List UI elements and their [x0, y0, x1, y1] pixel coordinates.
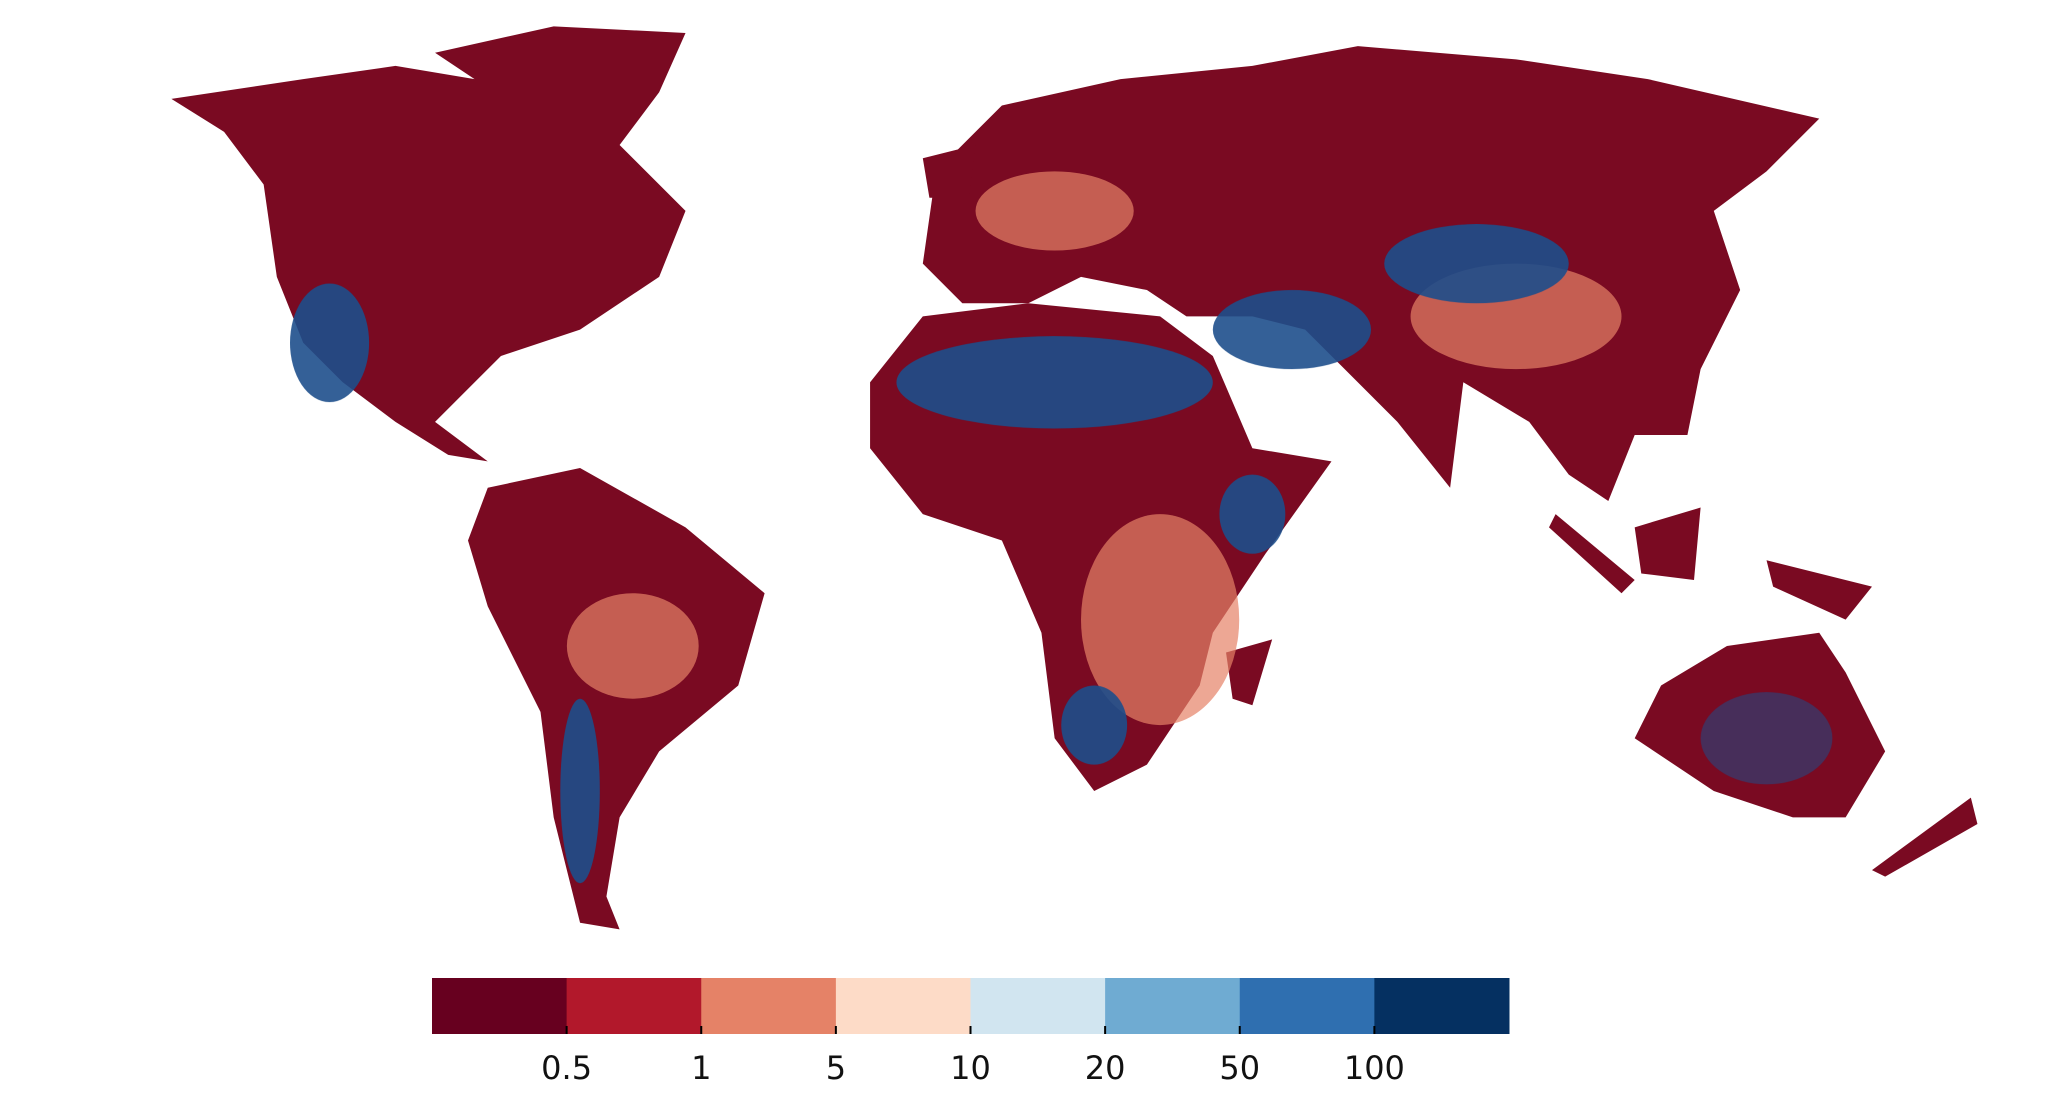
colorbar-bin — [1105, 978, 1241, 1034]
patch — [566, 593, 699, 699]
north-america — [171, 26, 686, 462]
patch — [1384, 224, 1569, 304]
eurasia — [922, 46, 1820, 501]
colorbar-tick-label: 100 — [1344, 1049, 1405, 1087]
colorbar-tick-label: 0.5 — [541, 1049, 592, 1087]
colorbar-tick-label: 1 — [691, 1049, 711, 1087]
patch — [975, 171, 1134, 251]
africa — [870, 303, 1332, 791]
patch — [1212, 290, 1372, 370]
patch — [560, 698, 600, 884]
colorbar-bin — [970, 978, 1106, 1034]
colorbar-bin — [432, 978, 568, 1034]
patch — [1081, 514, 1240, 726]
patch — [1061, 685, 1128, 765]
mid-patches — [566, 171, 1622, 726]
patch — [1700, 692, 1833, 785]
colorbar-tick-label: 10 — [950, 1049, 991, 1087]
colorbar-bin — [1374, 978, 1510, 1034]
colorbar-bin — [1239, 978, 1375, 1034]
blue-patches — [290, 224, 1833, 884]
patch — [1219, 474, 1286, 554]
colorbar-tick-label: 20 — [1085, 1049, 1126, 1087]
patch — [896, 336, 1213, 429]
colorbar-tick-label: 50 — [1219, 1049, 1260, 1087]
world-map — [171, 26, 1978, 930]
patch — [290, 283, 370, 403]
south-america — [467, 467, 765, 930]
colorbar-bin — [835, 978, 971, 1034]
colorbar-tick-label: 5 — [826, 1049, 846, 1087]
colorbar-bin — [701, 978, 837, 1034]
colorbar-bin — [566, 978, 702, 1034]
colorbar: 0.5 1 5 10 20 50 100 — [432, 978, 1510, 1087]
land — [171, 26, 1978, 930]
